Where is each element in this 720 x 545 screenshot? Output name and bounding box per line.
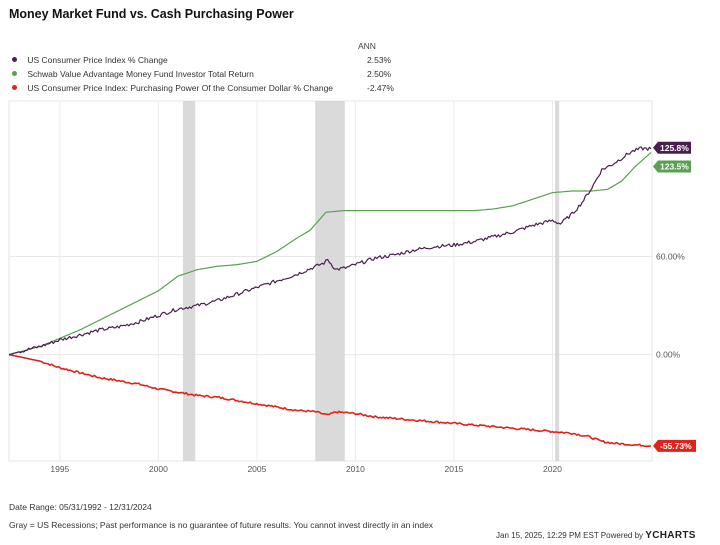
legend-dot-cpi (12, 57, 17, 63)
chart-legend: ANN US Consumer Price Index % Change 2.5… (0, 0, 720, 100)
footer-credit: Jan 15, 2025, 12:29 PM EST Powered by YC… (496, 530, 696, 541)
x-tick-label-2015: 2015 (444, 464, 463, 474)
series-line-1 (8, 152, 652, 356)
end-label-2: -55.73% (660, 441, 692, 451)
y-tick-label-1: 60.00% (656, 251, 685, 261)
legend-item-cpi: US Consumer Price Index % Change 2.53% (12, 54, 391, 66)
legend-label-schwab: Schwab Value Advantage Money Fund Invest… (27, 69, 254, 79)
legend-ann-purchasing-power: -2.47% (367, 83, 394, 93)
ycharts-logo: YCHARTS (645, 530, 696, 541)
legend-ann-cpi: 2.53% (367, 55, 392, 65)
series-line-2 (8, 353, 652, 448)
recession-band-0 (183, 101, 196, 461)
end-flag-0 (653, 141, 691, 154)
legend-item-purchasing-power: US Consumer Price Index: Purchasing Powe… (12, 82, 394, 94)
date-range: Date Range: 05/31/1992 - 12/31/2024 (9, 502, 152, 512)
legend-dot-purchasing-power (12, 85, 17, 91)
legend-header-ann: ANN (358, 41, 376, 51)
chart-title: Money Market Fund vs. Cash Purchasing Po… (9, 7, 294, 21)
x-tick-label-2000: 2000 (149, 464, 168, 474)
x-tick-label-2005: 2005 (247, 464, 266, 474)
legend-dot-schwab (12, 71, 17, 77)
x-tick-label-2010: 2010 (346, 464, 365, 474)
end-flag-1 (653, 160, 691, 173)
recession-band-2 (555, 101, 560, 461)
recession-band-1 (315, 101, 345, 461)
legend-ann-schwab: 2.50% (367, 69, 392, 79)
end-label-1: 123.5% (660, 162, 689, 172)
end-label-0: 125.8% (660, 143, 689, 153)
series-line-0 (8, 146, 652, 356)
timestamp: Jan 15, 2025, 12:29 PM EST Powered by (496, 531, 644, 540)
footer-note: Gray = US Recessions; Past performance i… (9, 520, 434, 530)
x-tick-label-1995: 1995 (50, 464, 69, 474)
legend-label-cpi: US Consumer Price Index % Change (27, 55, 168, 65)
legend-item-schwab: Schwab Value Advantage Money Fund Invest… (12, 68, 391, 80)
legend-label-purchasing-power: US Consumer Price Index: Purchasing Powe… (27, 83, 334, 93)
x-tick-label-2020: 2020 (543, 464, 562, 474)
y-tick-label-0: 0.00% (656, 350, 681, 360)
end-flag-2 (653, 439, 696, 452)
